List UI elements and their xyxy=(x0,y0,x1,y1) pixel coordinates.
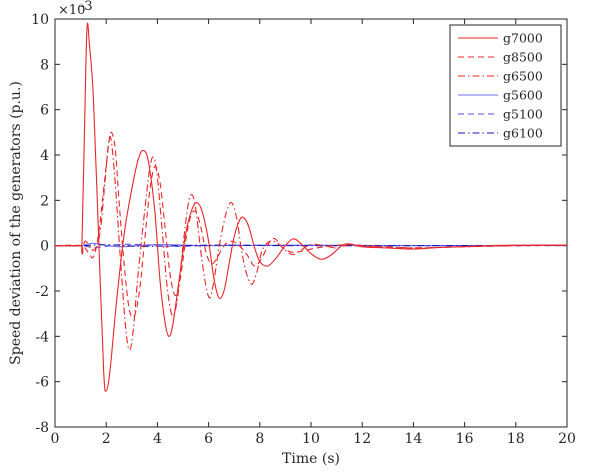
legend: g7000 g8500 g6500 g5600 g5100 g6100 xyxy=(449,24,562,147)
y-tick-label: -8 xyxy=(35,420,49,436)
series-line-g6100 xyxy=(55,244,567,247)
ticks: 0 2 4 6 8 10 12 14 16 18 20 -8 -6 -4 -2 0 2 4 6 8 10 xyxy=(31,12,576,447)
legend-label-g6100: g6100 xyxy=(503,126,543,141)
legend-label-g7000: g7000 xyxy=(503,31,543,46)
x-tick-label: 12 xyxy=(353,431,371,447)
y-tick-label: 6 xyxy=(40,103,49,119)
y-tick-label: 2 xyxy=(40,193,49,209)
series-line-g8500 xyxy=(55,131,567,318)
y-multiplier-label: ×10 xyxy=(58,3,85,18)
y-tick-label: 0 xyxy=(40,239,49,255)
y-tick-label: -2 xyxy=(35,284,49,300)
x-tick-label: 18 xyxy=(507,431,525,447)
series-line-g6500 xyxy=(55,135,567,351)
y-tick-label: 4 xyxy=(40,148,49,164)
legend-label-g8500: g8500 xyxy=(503,50,543,65)
x-tick-label: 2 xyxy=(102,431,111,447)
y-multiplier-exponent: -3 xyxy=(80,0,93,14)
series-lines xyxy=(55,22,567,392)
legend-label-g6500: g6500 xyxy=(503,69,543,84)
x-tick-label: 4 xyxy=(153,431,162,447)
legend-label-g5100: g5100 xyxy=(503,107,543,122)
x-tick-label: 14 xyxy=(404,431,422,447)
y-axis-label: Speed deviation of the generators (p.u.) xyxy=(8,81,24,365)
x-tick-label: 10 xyxy=(302,431,320,447)
y-tick-label: 8 xyxy=(40,57,49,73)
x-tick-label: 20 xyxy=(558,431,576,447)
y-tick-label: 10 xyxy=(31,12,49,28)
x-tick-label: 6 xyxy=(204,431,213,447)
y-tick-label: -4 xyxy=(35,329,49,345)
x-tick-label: 8 xyxy=(255,431,264,447)
series-line-g7000 xyxy=(55,22,567,392)
x-tick-label: 0 xyxy=(51,431,60,447)
x-axis-label: Time (s) xyxy=(282,451,340,467)
legend-label-g5600: g5600 xyxy=(503,88,543,103)
x-tick-label: 16 xyxy=(456,431,474,447)
legend-box xyxy=(449,24,562,147)
series-line-g5100 xyxy=(55,243,567,249)
y-tick-label: -6 xyxy=(35,375,49,391)
